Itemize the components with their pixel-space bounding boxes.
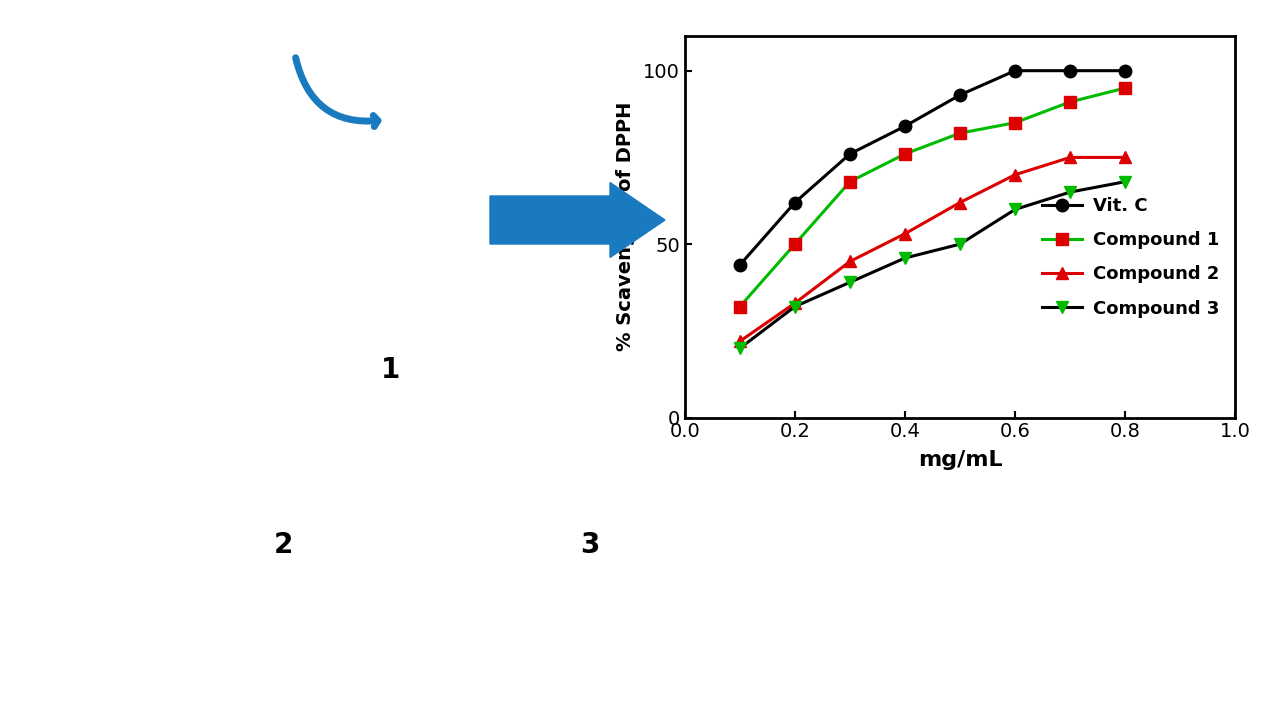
Compound 1 [952,129,968,138]
Compound 1 [897,150,913,158]
Text: 3: 3 [580,531,600,559]
X-axis label: mg/mL: mg/mL [918,450,1002,469]
Compound 3 [787,302,803,311]
Vit. C [897,122,913,130]
Legend: Vit. C, Compound 1, Compound 2, Compound 3: Vit. C, Compound 1, Compound 2, Compound… [1034,190,1226,325]
Compound 2 [1117,153,1133,162]
Line: Compound 3: Compound 3 [733,176,1132,354]
Compound 1 [1007,118,1023,127]
Line: Compound 1: Compound 1 [733,82,1132,312]
Compound 2 [1007,171,1023,179]
Text: 1: 1 [380,356,399,384]
Compound 2 [842,257,858,266]
Compound 1 [842,177,858,186]
Compound 3 [1117,177,1133,186]
Compound 3 [897,253,913,262]
Vit. C [1062,66,1078,75]
Compound 2 [1062,153,1078,162]
Compound 3 [842,278,858,287]
Vit. C [952,91,968,99]
Text: 2: 2 [274,531,293,559]
Line: Vit. C: Vit. C [733,65,1132,271]
Compound 3 [1062,188,1078,197]
Vit. C [1007,66,1023,75]
Compound 3 [732,344,748,353]
Vit. C [732,261,748,269]
Y-axis label: % Scavenging of DPPH: % Scavenging of DPPH [616,102,635,351]
Compound 3 [952,240,968,248]
FancyArrow shape [490,182,666,258]
Compound 1 [1062,98,1078,107]
Compound 1 [1117,84,1133,92]
Compound 2 [952,198,968,207]
Compound 1 [732,302,748,311]
Compound 3 [1007,205,1023,214]
Vit. C [787,198,803,207]
Line: Compound 2: Compound 2 [733,151,1132,348]
Compound 2 [897,230,913,238]
Compound 1 [787,240,803,248]
Vit. C [842,150,858,158]
Vit. C [1117,66,1133,75]
Compound 2 [732,337,748,346]
Compound 2 [787,299,803,307]
